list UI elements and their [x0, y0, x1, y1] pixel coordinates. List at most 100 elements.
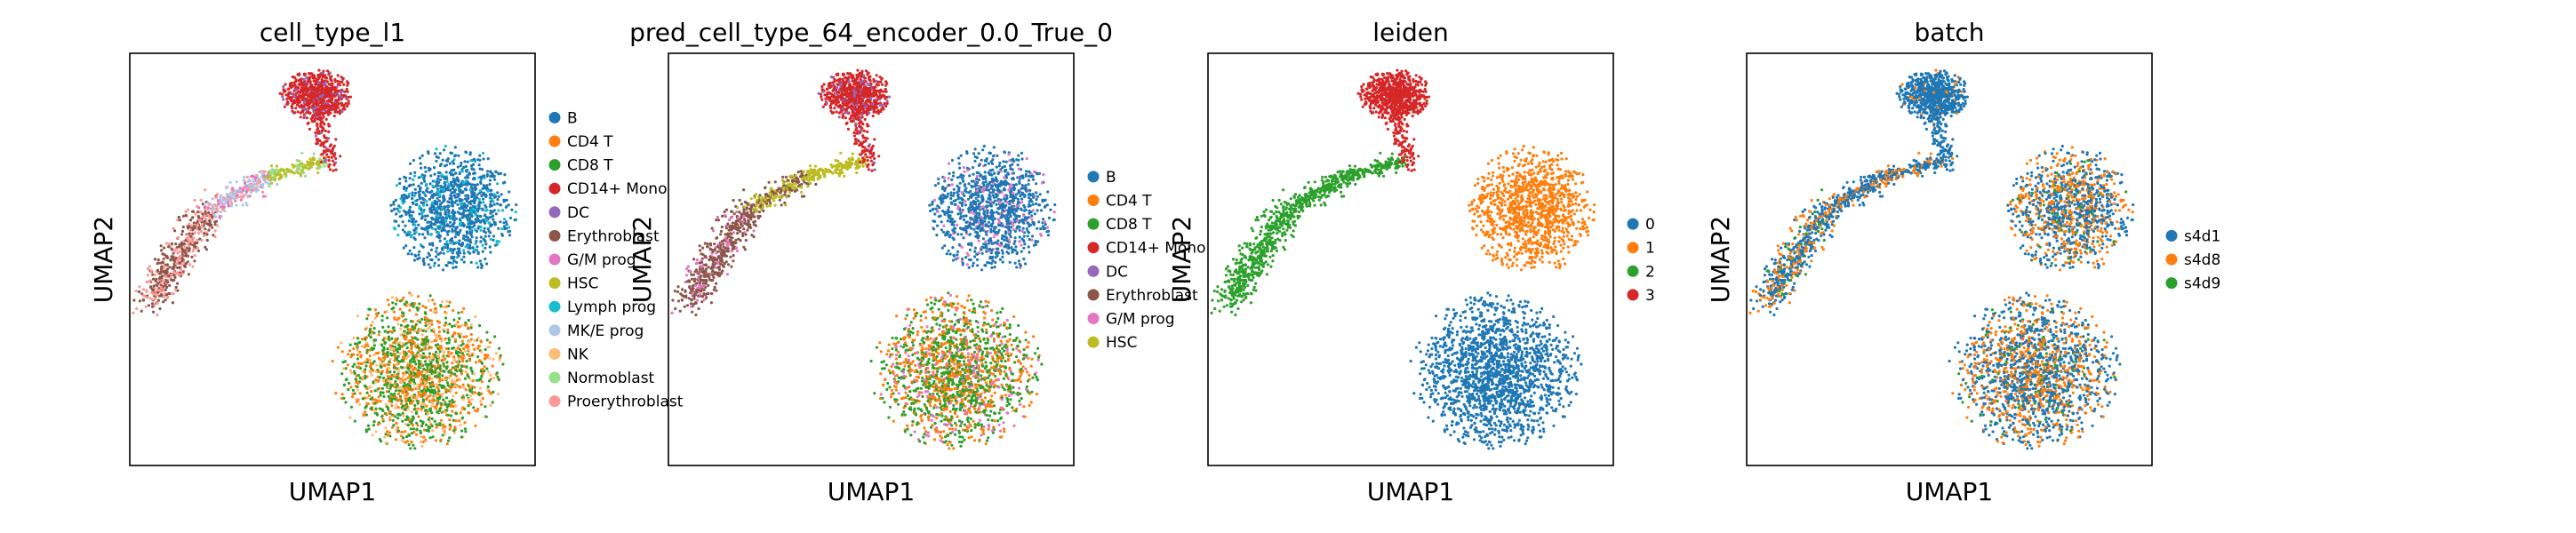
cluster-mono-stalk [306, 107, 342, 172]
legend-label: Lymph prog [567, 298, 656, 316]
legend-label: MK/E prog [567, 322, 644, 340]
legend-marker [1087, 171, 1100, 183]
legend-item: 3 [1627, 287, 1655, 305]
legend-marker [1087, 336, 1100, 348]
panel-batch: batch UMAP1 UMAP2 s4d1 s4d8 s4d9 [1706, 18, 2220, 506]
legend-item: CD14+ Mono [1087, 240, 1205, 258]
legend-marker [1627, 242, 1639, 254]
legend-label: NK [567, 346, 589, 363]
legend-item: HSC [548, 275, 598, 293]
legend-label: CD14+ Mono [1106, 240, 1205, 258]
panel-title: pred_cell_type_64_encoder_0.0_True_0 [629, 18, 1113, 47]
legend: B CD4 T CD8 T CD14+ Mono DC Erythroblast G/M p… [1087, 169, 1205, 352]
x-axis-label: UMAP1 [828, 477, 916, 506]
legend-label: 0 [1645, 216, 1655, 234]
plot-frame [668, 52, 1075, 466]
legend-item: CD8 T [1087, 216, 1152, 234]
legend-item: NK [548, 346, 589, 363]
cluster-bcell [2006, 144, 2135, 272]
legend-item: CD14+ Mono [548, 180, 667, 198]
legend-label: 3 [1645, 287, 1655, 305]
legend-marker [2165, 229, 2178, 242]
cluster-bcell [928, 144, 1057, 272]
legend-marker [548, 371, 561, 384]
legend-item: HSC [1087, 334, 1137, 352]
cluster-trail-right [803, 151, 868, 188]
cluster-mono-stalk [1923, 107, 1959, 172]
legend-marker [548, 253, 561, 266]
y-axis-label: UMAP2 [1706, 216, 1735, 304]
legend-item: s4d1 [2165, 227, 2220, 245]
legend-marker [548, 300, 561, 313]
cluster-mono [1895, 68, 1969, 122]
legend-label: Normoblast [567, 370, 655, 387]
legend-label: CD4 T [567, 133, 613, 151]
plot-frame [1746, 52, 2153, 466]
cluster-mono-stalk [1384, 107, 1420, 172]
legend-marker [548, 395, 561, 408]
panel-title: leiden [1372, 18, 1449, 47]
legend-label: G/M prog [567, 251, 636, 269]
legend-marker [548, 182, 561, 195]
legend-item: CD8 T [548, 157, 613, 175]
legend: B CD4 T CD8 T CD14+ Mono DC Erythroblast G/M p… [548, 109, 684, 411]
legend-marker [1087, 265, 1100, 277]
panel-title: cell_type_l1 [260, 18, 405, 47]
legend-label: s4d9 [2184, 275, 2220, 293]
legend-item: 0 [1627, 216, 1655, 234]
legend-marker [1627, 265, 1639, 277]
legend-item: CD4 T [1087, 193, 1152, 211]
legend-item: B [1087, 169, 1116, 187]
legend-item: MK/E prog [548, 322, 644, 340]
legend-item: s4d9 [2165, 275, 2220, 293]
cluster-tnk [331, 291, 505, 450]
legend-marker [548, 111, 561, 123]
legend: s4d1 s4d8 s4d9 [2165, 227, 2220, 293]
legend: 0 1 2 3 [1627, 216, 1655, 305]
legend-marker [1087, 289, 1100, 301]
cluster-mono [817, 68, 892, 122]
panel-title: batch [1914, 18, 1984, 47]
cluster-mono [1356, 68, 1430, 122]
cluster-tnk [869, 291, 1044, 450]
legend-item: s4d8 [2165, 251, 2220, 269]
legend-label: s4d8 [2184, 251, 2220, 269]
legend-item: Lymph prog [548, 298, 656, 316]
panel-pred-cell-type: pred_cell_type_64_encoder_0.0_True_0 UMA… [628, 18, 1205, 506]
cluster-trail-mid [1814, 169, 1896, 220]
plot-frame [129, 52, 536, 466]
legend-item: DC [1087, 263, 1128, 281]
legend-marker [548, 135, 561, 147]
legend-marker [548, 206, 561, 219]
cluster-mono [278, 68, 352, 122]
panel-leiden: leiden UMAP1 UMAP2 0 1 2 3 [1167, 18, 1655, 506]
legend-item: 1 [1627, 240, 1655, 258]
legend-marker [2165, 277, 2178, 290]
plot-frame [1207, 52, 1614, 466]
legend-marker [548, 277, 561, 290]
legend-marker [1087, 313, 1100, 324]
legend-item: DC [548, 204, 589, 222]
cluster-trail-left [1748, 188, 1843, 317]
legend-marker [548, 159, 561, 171]
legend-label: 2 [1645, 263, 1655, 281]
scatter-points [1210, 68, 1596, 450]
legend-marker [1087, 218, 1100, 230]
y-axis-label: UMAP2 [89, 216, 118, 304]
cluster-tnk [1409, 291, 1583, 450]
cluster-trail-left [1210, 188, 1304, 317]
legend-label: CD14+ Mono [567, 180, 667, 198]
cluster-trail-mid [1276, 169, 1357, 220]
legend-label: s4d1 [2184, 227, 2220, 245]
cluster-trail-mid [736, 169, 818, 220]
scatter-points [1748, 68, 2135, 450]
legend-marker [2165, 253, 2178, 266]
cluster-bcell [1468, 144, 1596, 272]
legend-label: CD8 T [1106, 216, 1152, 234]
legend-marker [1627, 289, 1639, 301]
legend-item: B [548, 109, 578, 127]
legend-item: Proerythroblast [548, 394, 684, 411]
x-axis-label: UMAP1 [1367, 477, 1455, 506]
legend-item: Normoblast [548, 370, 655, 387]
